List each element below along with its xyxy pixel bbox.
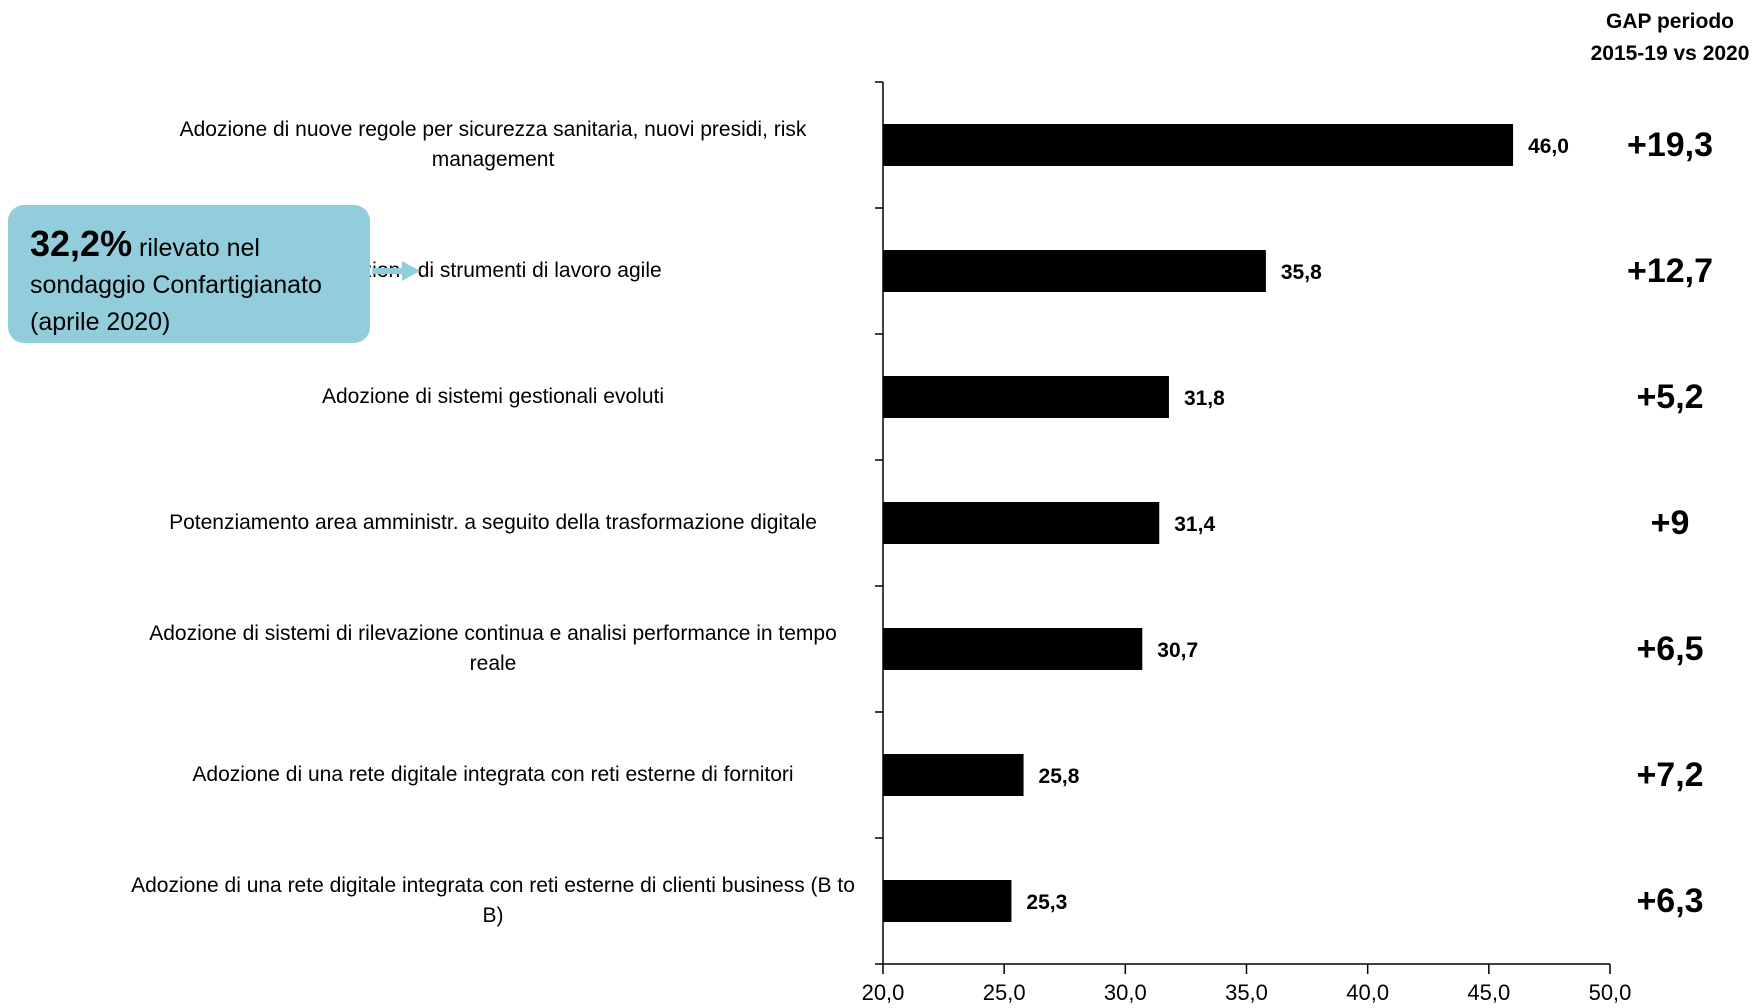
gap-value: +6,3 — [1636, 882, 1704, 920]
bar-value-label: 25,3 — [1026, 891, 1067, 914]
gap-header-line2: 2015-19 vs 2020 — [1590, 42, 1750, 65]
bar-value-label: 31,8 — [1184, 387, 1225, 410]
category-label: Potenziamento area amministr. a seguito … — [169, 511, 817, 534]
bar — [883, 880, 1012, 922]
x-tick-label: 50,0 — [1589, 980, 1632, 1005]
bar-value-label: 46,0 — [1528, 135, 1569, 158]
callout-text: rilevato nel sondaggio Confartigianato (… — [30, 234, 322, 336]
gap-header-line1: GAP periodo — [1606, 10, 1734, 33]
gap-value: +7,2 — [1636, 756, 1704, 794]
x-tick-label: 40,0 — [1346, 980, 1389, 1005]
bar-value-label: 30,7 — [1157, 639, 1198, 662]
arrow-right-icon — [372, 261, 420, 281]
callout-box: 32,2% rilevato nel sondaggio Confartigia… — [8, 205, 370, 343]
bar — [883, 754, 1024, 796]
x-tick-label: 20,0 — [862, 980, 905, 1005]
bar — [883, 376, 1169, 418]
bar — [883, 250, 1266, 292]
category-label: Adozione di una rete digitale integrata … — [192, 763, 794, 786]
x-tick-label: 35,0 — [1225, 980, 1268, 1005]
bar — [883, 502, 1160, 544]
category-label: Adozione di una rete digitale integrata … — [131, 874, 855, 927]
category-label: Adozione di sistemi di rilevazione conti… — [149, 622, 837, 675]
gap-value: +12,7 — [1626, 252, 1714, 290]
x-tick-label: 30,0 — [1104, 980, 1147, 1005]
callout-percent: 32,2% — [30, 223, 133, 264]
bar — [883, 124, 1514, 166]
gap-value: +9 — [1650, 504, 1690, 542]
x-tick-label: 45,0 — [1467, 980, 1510, 1005]
category-label: Adozione di sistemi gestionali evoluti — [321, 385, 665, 408]
x-tick-label: 25,0 — [983, 980, 1026, 1005]
category-label: Adozione di nuove regole per sicurezza s… — [179, 118, 807, 171]
gap-value: +5,2 — [1636, 378, 1704, 416]
bar-value-label: 35,8 — [1281, 261, 1322, 284]
bar — [883, 628, 1143, 670]
gap-header: GAP periodo 2015-19 vs 2020 — [1570, 6, 1756, 70]
gap-value: +19,3 — [1626, 126, 1714, 164]
bar-value-label: 25,8 — [1039, 765, 1080, 788]
bar-value-label: 31,4 — [1174, 513, 1215, 536]
gap-value: +6,5 — [1636, 630, 1704, 668]
